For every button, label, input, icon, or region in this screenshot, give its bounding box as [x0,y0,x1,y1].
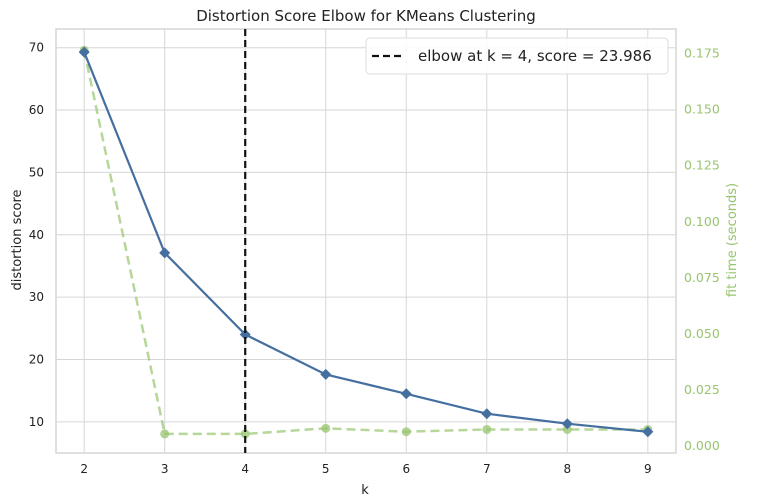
legend-box [365,37,669,75]
plot-area [55,28,677,454]
fit-time-point [321,423,331,433]
fit-time-point [401,427,411,437]
y2-axis-label: fit time (seconds) [725,183,740,297]
y-tick-label: 30 [29,290,44,304]
x-tick-label: 6 [402,462,410,476]
distortion-point [239,329,251,341]
y2-tick-label: 0.025 [684,382,720,397]
y2-tick-label: 0.150 [684,102,720,117]
distortion-point [481,408,493,420]
x-axis-label: k [361,483,369,498]
y2-tick-label: 0.175 [684,46,720,61]
x-tick-label: 5 [322,462,330,476]
y2-tick-label: 0.075 [684,270,720,285]
grid-lines [56,29,676,453]
y-tick-label: 10 [29,415,44,429]
distortion-point [78,46,90,58]
y-tick-label: 40 [29,228,44,242]
y-axis-ticks: 10 20 30 40 50 60 70 [29,41,44,429]
distortion-point [320,368,332,380]
x-tick-label: 8 [563,462,571,476]
y2-tick-label: 0.125 [684,158,720,173]
y-tick-label: 60 [29,103,44,117]
x-tick-label: 7 [483,462,491,476]
legend: elbow at k = 4, score = 23.986 [365,37,669,75]
distortion-point [561,418,573,430]
x-tick-label: 9 [644,462,652,476]
y2-axis-ticks: 0.000 0.025 0.050 0.075 0.100 0.125 0.150 0.175 [684,46,720,454]
chart-title: Distortion Score Elbow for KMeans Cluste… [196,7,536,25]
y-tick-label: 50 [29,165,44,179]
x-tick-label: 3 [161,462,169,476]
y-tick-label: 70 [29,41,44,55]
x-tick-label: 4 [241,462,249,476]
y2-tick-label: 0.050 [684,326,720,341]
x-axis-ticks: 2 3 4 5 6 7 8 9 [80,462,651,476]
distortion-point [400,388,412,400]
y-axis-label: distortion score [10,190,25,291]
y2-tick-label: 0.100 [684,214,720,229]
fit-time-point [240,429,250,439]
distortion-point [642,426,654,438]
y2-tick-label: 0.000 [684,438,720,453]
plot-frame [55,28,677,454]
y-tick-label: 20 [29,352,44,366]
distortion-point [159,247,171,259]
legend-elbow-label: elbow at k = 4, score = 23.986 [418,47,652,65]
fit-time-point [482,424,492,434]
fit-time-point [160,429,170,439]
fit-time-line [82,50,648,436]
distortion-series [78,46,654,438]
fit-time-point [562,424,572,434]
x-tick-label: 2 [80,462,88,476]
distortion-line [83,51,648,433]
